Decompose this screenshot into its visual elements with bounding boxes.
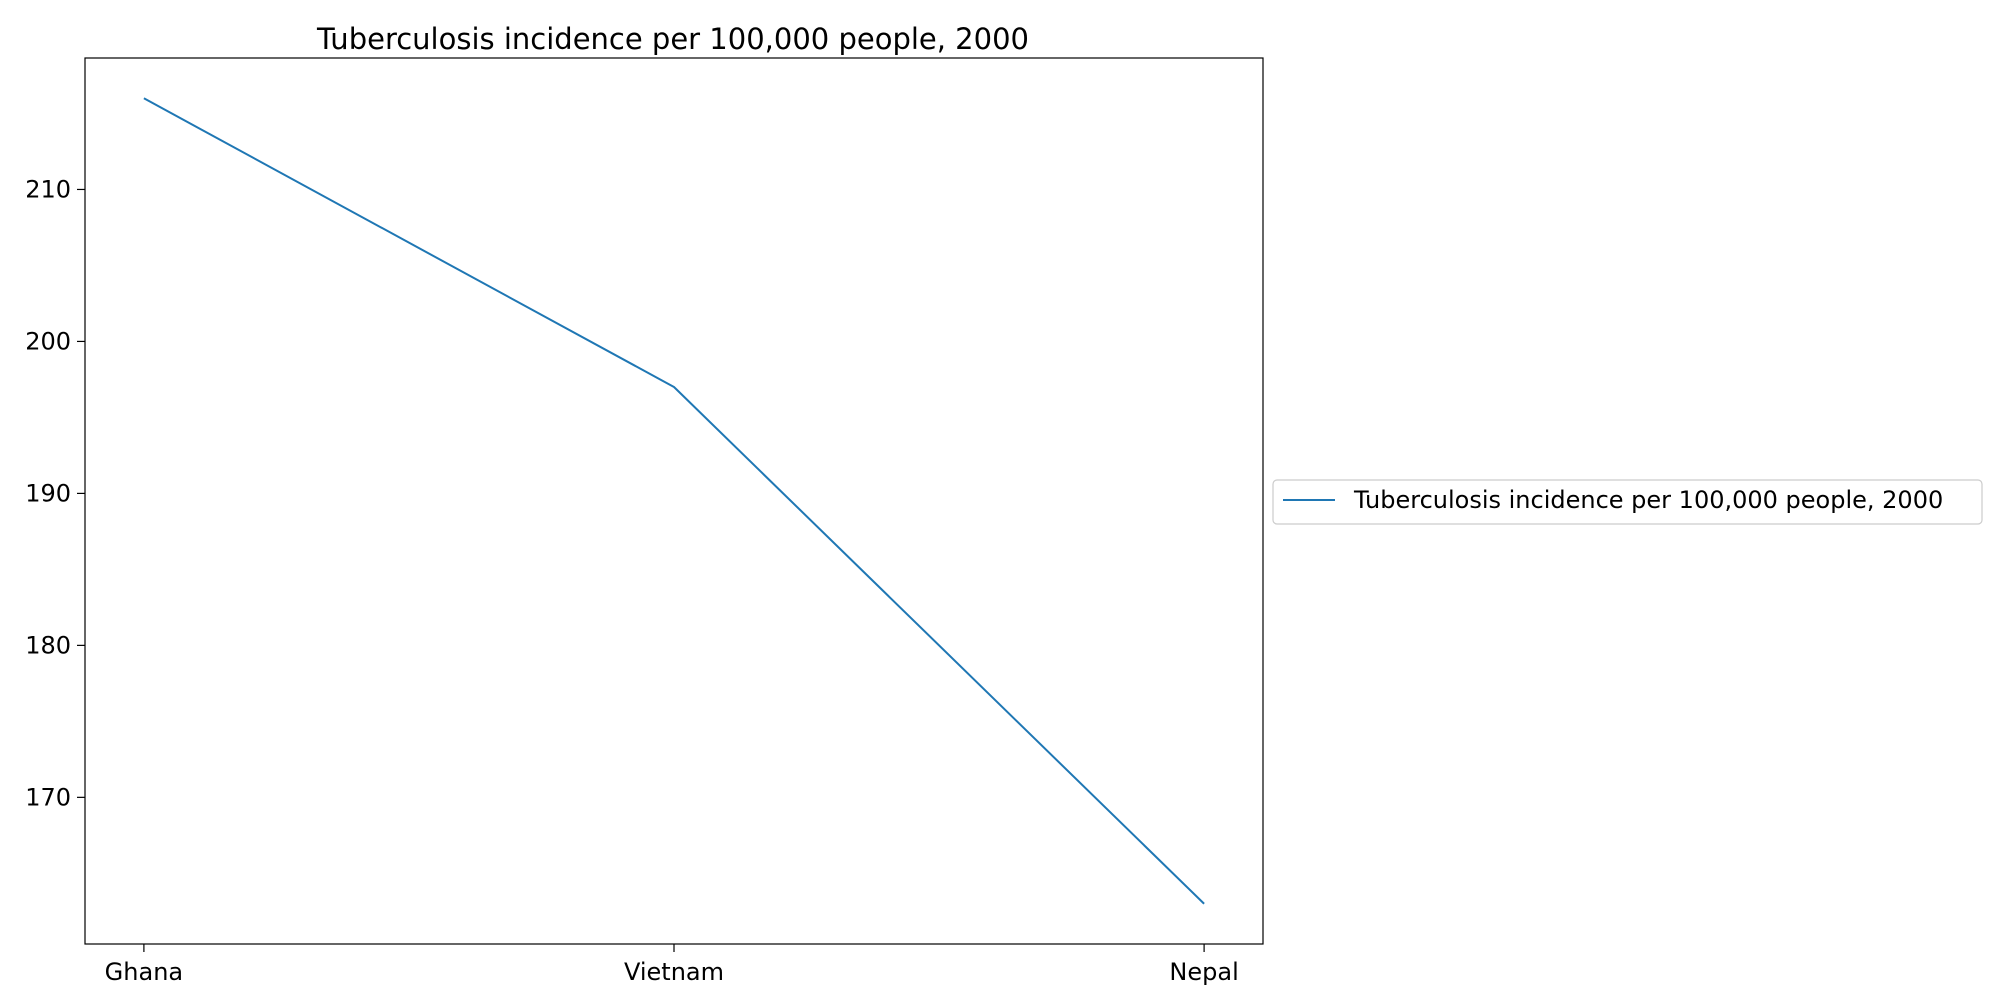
- x-tick-label: Vietnam: [624, 958, 724, 986]
- y-tick-label: 200: [25, 327, 71, 355]
- y-tick-label: 190: [25, 479, 71, 507]
- y-tick-label: 210: [25, 175, 71, 203]
- series-line: [143, 97, 1205, 905]
- x-axis: Ghana Vietnam Nepal: [105, 944, 1239, 986]
- series-layer: [143, 97, 1205, 905]
- y-axis: 170 180 190 200 210: [25, 175, 85, 811]
- x-tick-label: Ghana: [105, 958, 183, 986]
- y-tick-label: 170: [25, 783, 71, 811]
- y-tick-label: 180: [25, 631, 71, 659]
- plot-area-frame: [84, 57, 1264, 945]
- chart-title: Tuberculosis incidence per 100,000 peopl…: [316, 22, 1029, 56]
- x-tick-label: Nepal: [1169, 958, 1238, 986]
- legend-box: [1272, 479, 1983, 525]
- legend-label: Tuberculosis incidence per 100,000 peopl…: [1353, 486, 1943, 514]
- legend: Tuberculosis incidence per 100,000 peopl…: [1272, 479, 1983, 525]
